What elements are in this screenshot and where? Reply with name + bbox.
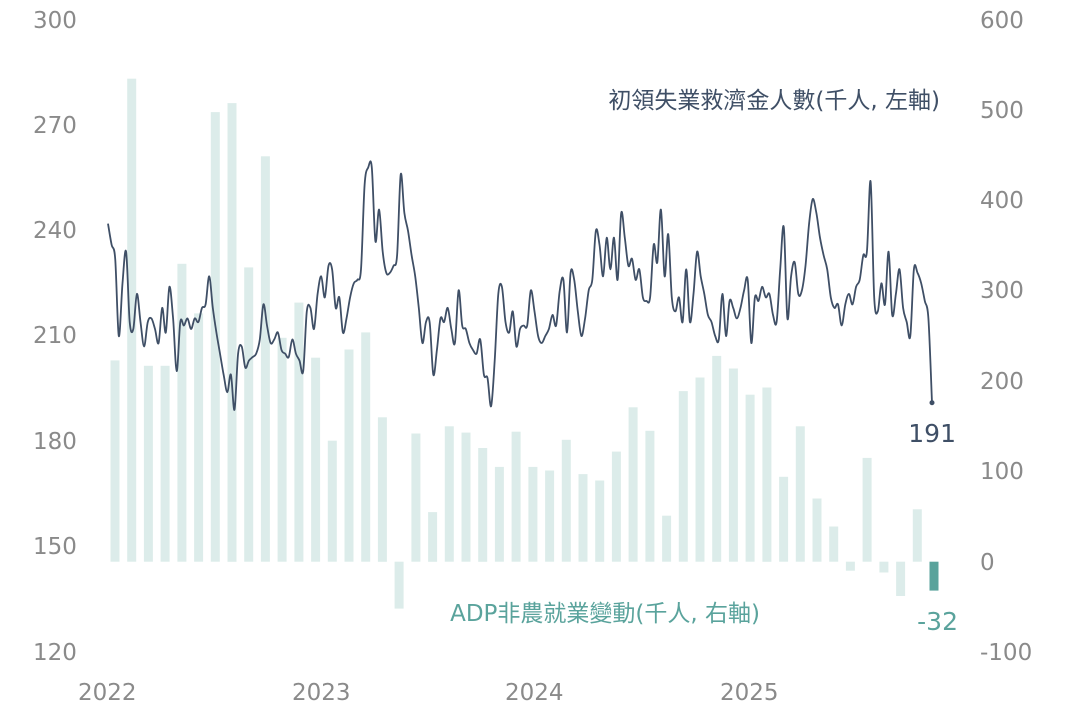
bar (728, 368, 738, 562)
left-tick-label: 270 (33, 113, 77, 139)
bar (545, 470, 555, 562)
bar (662, 515, 672, 562)
bar (260, 156, 270, 562)
bar (595, 480, 605, 562)
bar (779, 476, 789, 562)
line-end-marker (929, 400, 935, 406)
bar (829, 526, 839, 562)
bar (712, 355, 722, 562)
right-tick-label: 500 (980, 98, 1024, 124)
bar (444, 426, 454, 562)
bar (277, 337, 287, 562)
bar (561, 439, 571, 562)
bar (628, 407, 638, 562)
bar (695, 377, 705, 562)
bar (478, 448, 488, 562)
bar (294, 302, 304, 562)
bar (896, 561, 906, 596)
bar (428, 512, 438, 562)
left-tick-label: 300 (33, 8, 77, 34)
bar (110, 360, 120, 562)
bar (377, 417, 387, 562)
bar (177, 263, 187, 562)
bar (578, 474, 588, 562)
bar (812, 498, 822, 562)
bar (528, 466, 538, 562)
left-tick-label: 120 (33, 640, 77, 666)
bar (745, 394, 755, 562)
x-tick-label: 2022 (78, 680, 137, 706)
line-last-value-label: 191 (908, 419, 956, 448)
right-tick-label: -100 (980, 640, 1032, 666)
bar (678, 391, 688, 562)
bars-layer (110, 78, 939, 609)
x-tick-label: 2024 (505, 680, 564, 706)
bar (160, 365, 170, 562)
right-tick-label: 100 (980, 459, 1024, 485)
right-tick-label: 0 (980, 550, 995, 576)
bar (762, 387, 772, 562)
bar (912, 509, 922, 562)
bar (511, 431, 521, 562)
bar (929, 561, 939, 591)
right-axis: 600 500 400 300 200 100 0 -100 (980, 8, 1032, 666)
bar (127, 78, 137, 562)
bar (244, 267, 254, 562)
bar (845, 561, 855, 571)
bar (411, 433, 421, 562)
right-tick-label: 400 (980, 188, 1024, 214)
bar (210, 112, 220, 562)
bar (227, 103, 237, 562)
left-tick-label: 180 (33, 429, 77, 455)
bar (461, 432, 471, 562)
left-tick-label: 210 (33, 323, 77, 349)
line-layer (107, 160, 935, 411)
claims-line (107, 160, 933, 411)
bar (344, 349, 354, 562)
bar (327, 440, 337, 562)
x-tick-label: 2025 (720, 680, 779, 706)
bar (795, 426, 805, 562)
right-tick-label: 200 (980, 369, 1024, 395)
bar (494, 466, 504, 562)
bar-series-label: ADP非農就業變動(千人, 右軸) (450, 601, 760, 627)
bar (394, 561, 404, 609)
bar (361, 332, 371, 562)
bar (311, 357, 321, 562)
bar (645, 430, 655, 562)
x-tick-label: 2023 (292, 680, 351, 706)
bar (194, 313, 204, 562)
line-series-label: 初領失業救濟金人數(千人, 左軸) (608, 88, 940, 114)
left-axis: 300 270 240 210 180 150 120 (33, 8, 77, 666)
left-tick-label: 240 (33, 218, 77, 244)
bar (862, 457, 872, 562)
right-tick-label: 600 (980, 8, 1024, 34)
right-tick-label: 300 (980, 278, 1024, 304)
bar (879, 561, 889, 573)
bar-last-value-label: -32 (917, 607, 958, 636)
left-tick-label: 150 (33, 534, 77, 560)
bar (611, 451, 621, 562)
bar (143, 365, 153, 562)
x-axis: 2022 2023 2024 2025 (78, 680, 779, 706)
